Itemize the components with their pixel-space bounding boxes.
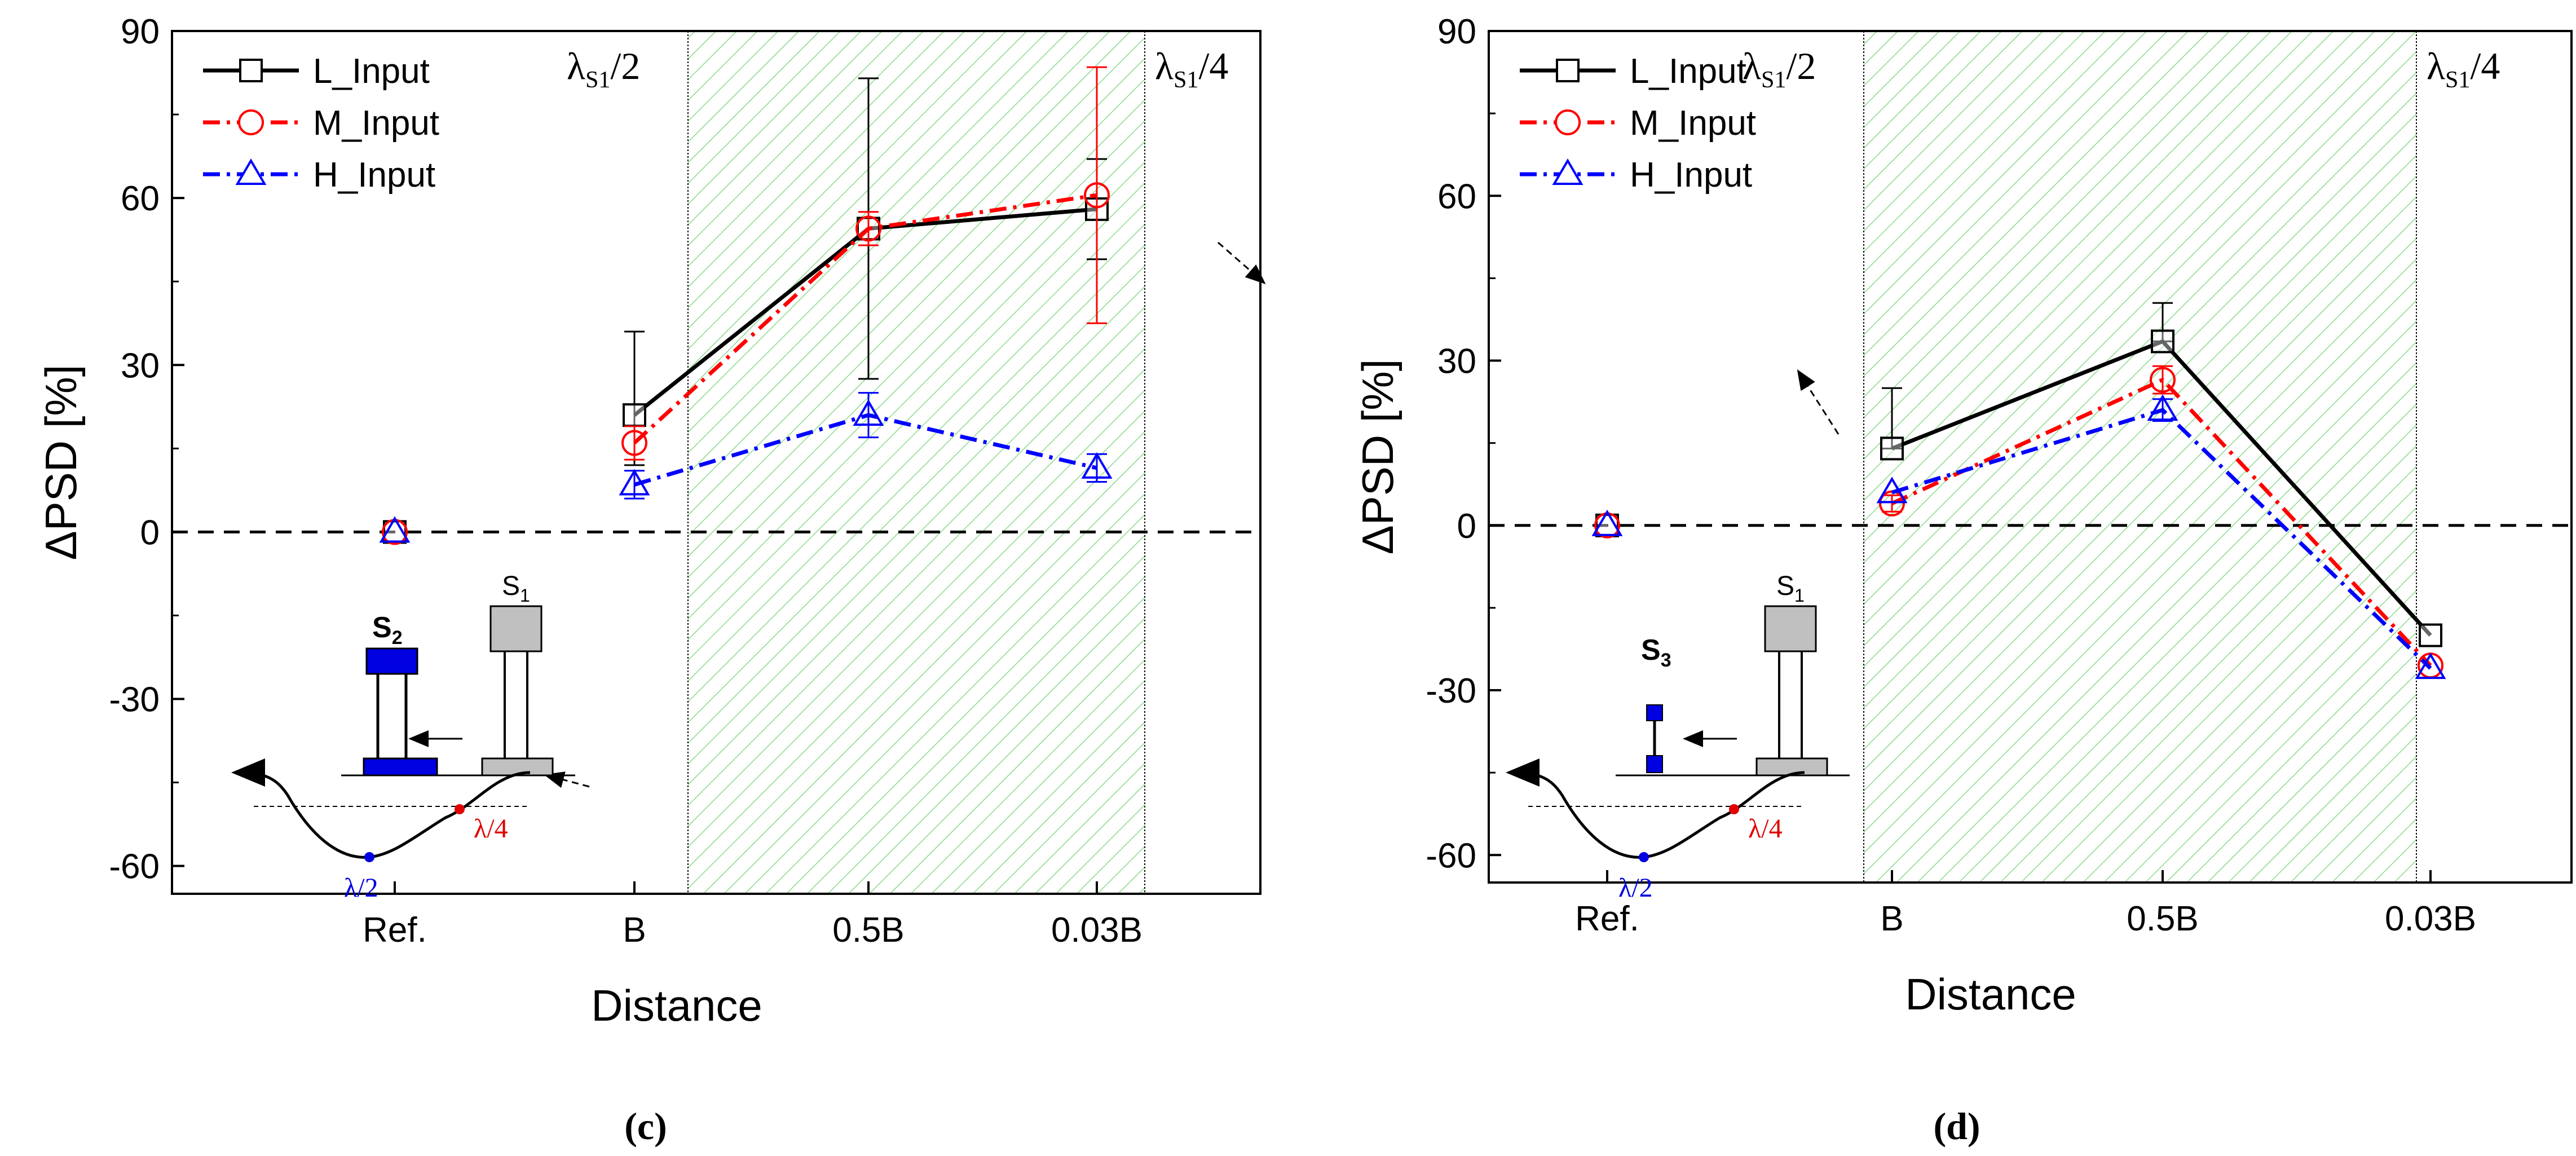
source-building-top xyxy=(489,605,542,652)
region-label-quarter: λS1/4 xyxy=(1155,45,1228,93)
source-label: S1 xyxy=(502,571,530,606)
shaded-region xyxy=(688,31,1145,894)
y-tick-label: 60 xyxy=(1437,177,1476,216)
x-tick-label: Ref. xyxy=(363,911,427,950)
legend-label: M_Input xyxy=(313,104,439,143)
legend: L_Input M_Input H_Input xyxy=(203,52,439,195)
data-point xyxy=(2415,652,2446,680)
x-tick-label: 0.5B xyxy=(832,911,905,950)
target-building-base xyxy=(1646,755,1663,773)
data-point xyxy=(2419,623,2442,647)
y-tick-label: 60 xyxy=(121,179,160,218)
legend-label: L_Input xyxy=(313,52,430,91)
x-tick-label: 0.03B xyxy=(1051,911,1143,950)
region-label-half: λS1/2 xyxy=(567,45,640,93)
x-axis-label: Distance xyxy=(591,981,762,1030)
data-point xyxy=(853,399,884,426)
data-point xyxy=(855,215,881,242)
legend-marker xyxy=(238,109,264,135)
legend-marker xyxy=(1556,59,1580,82)
data-point xyxy=(1880,436,1904,461)
plot-frame xyxy=(171,30,1261,895)
y-tick-label: -60 xyxy=(1426,836,1476,875)
half-wavelength-dot xyxy=(364,852,374,862)
x-tick-label: B xyxy=(623,911,646,950)
trend-arrow xyxy=(1218,241,1266,284)
legend-label: H_Input xyxy=(313,156,435,195)
y-tick-label: 90 xyxy=(121,12,160,51)
region-label-half: λS1/2 xyxy=(1743,45,1816,93)
y-tick-label: 30 xyxy=(1437,342,1476,381)
trend-arrow xyxy=(544,771,590,788)
source-building-base xyxy=(481,757,554,776)
half-wavelength-dot xyxy=(1639,852,1649,862)
quarter-wavelength-label: λ/4 xyxy=(474,814,508,844)
data-point xyxy=(2150,367,2176,393)
shaded-region xyxy=(1864,31,2416,883)
x-axis-label: Distance xyxy=(1905,969,2076,1019)
x-tick-label: Ref. xyxy=(1575,899,1639,938)
chart-panel-c: -60 -30 0 30 60 90 Ref. B 0.5B 0.03B Distance ΔPSD … xyxy=(36,12,1266,1148)
panel-label: (c) xyxy=(624,1105,667,1148)
legend-marker xyxy=(1552,158,1583,185)
series-h-input xyxy=(379,392,1113,543)
series-l-input xyxy=(1595,302,2442,647)
legend-marker xyxy=(239,59,263,82)
plot-frame xyxy=(1488,30,2573,884)
target-building-top xyxy=(1646,704,1663,721)
y-tick-label: 0 xyxy=(1457,507,1476,546)
data-point xyxy=(619,469,650,496)
inset-schematic: S1 S2 λ/2 λ/4 xyxy=(231,571,575,903)
legend-label: H_Input xyxy=(1630,156,1752,195)
y-tick-label: -30 xyxy=(1426,672,1476,711)
y-tick-label: 30 xyxy=(121,346,160,385)
data-point xyxy=(623,403,646,427)
y-tick-label: -60 xyxy=(109,848,160,886)
legend-marker xyxy=(235,158,267,185)
x-tick-label: 0.03B xyxy=(2385,899,2476,938)
legend-label: L_Input xyxy=(1630,52,1746,91)
x-tick-label: 0.5B xyxy=(2127,899,2199,938)
panel-label: (d) xyxy=(1933,1105,1980,1148)
source-building-base xyxy=(1755,757,1828,776)
target-building-top xyxy=(365,647,418,675)
trend-arrow xyxy=(1797,369,1840,435)
y-tick-label: 90 xyxy=(1437,12,1476,51)
quarter-wavelength-dot xyxy=(455,804,465,814)
series-h-input xyxy=(1591,394,2446,680)
y-axis-label: ΔPSD [%] xyxy=(36,365,86,561)
y-tick-label: -30 xyxy=(109,681,160,720)
y-axis-label: ΔPSD [%] xyxy=(1353,359,1402,555)
series-m-input xyxy=(382,66,1110,545)
legend: L_Input M_Input H_Input xyxy=(1520,52,1756,195)
data-point xyxy=(379,516,411,543)
target-label: S3 xyxy=(1641,634,1671,671)
data-point xyxy=(1081,452,1113,479)
target-building-base xyxy=(363,757,438,776)
data-point xyxy=(2151,329,2174,354)
quarter-wavelength-label: λ/4 xyxy=(1748,814,1783,844)
legend-label: M_Input xyxy=(1630,104,1756,143)
chart-panel-d: -60 -30 0 30 60 90 Ref. B 0.5B 0.03B Distance ΔPSD … xyxy=(1353,12,2573,1148)
data-point xyxy=(2147,394,2178,421)
data-point xyxy=(1591,509,1623,536)
half-wavelength-label: λ/2 xyxy=(1618,873,1653,903)
x-tick-label: B xyxy=(1880,899,1903,938)
target-label: S2 xyxy=(372,611,403,648)
half-wavelength-label: λ/2 xyxy=(344,873,378,903)
legend-marker xyxy=(1555,109,1581,135)
data-point xyxy=(1084,182,1110,209)
data-point xyxy=(1876,476,1908,504)
source-building-top xyxy=(1764,605,1817,652)
region-label-quarter: λS1/4 xyxy=(2427,45,2500,93)
source-label: S1 xyxy=(1776,571,1805,606)
inset-schematic: S1 S3 λ/2 λ/4 xyxy=(1506,571,1850,903)
y-tick-label: 0 xyxy=(140,513,160,552)
quarter-wavelength-dot xyxy=(1729,804,1739,814)
data-point xyxy=(621,430,647,456)
